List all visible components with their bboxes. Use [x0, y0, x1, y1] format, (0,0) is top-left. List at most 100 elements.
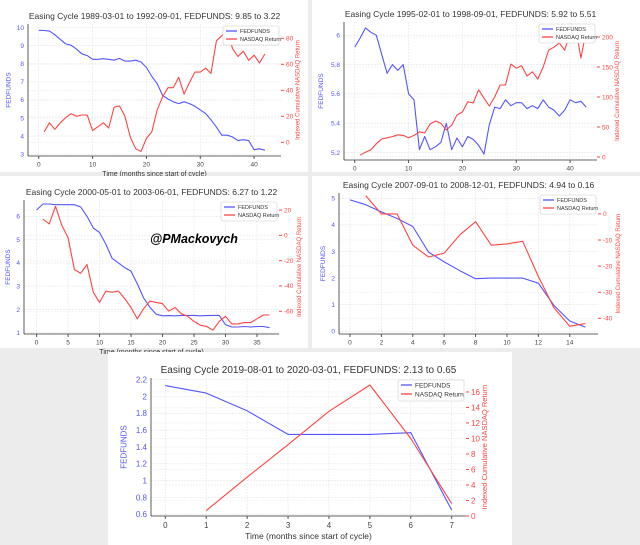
x-tick-label: 6: [409, 521, 414, 530]
y-axis-label-left: FEDFUNDS: [5, 249, 12, 285]
legend-label: FEDFUNDS: [238, 205, 268, 211]
y-tick-label-left: 5.6: [331, 91, 340, 98]
y-tick-label-left: 3: [20, 151, 24, 158]
y-tick-label-left: 1: [143, 476, 148, 485]
y-tick-label-left: 2: [331, 275, 335, 282]
x-tick-label: 10: [405, 166, 413, 173]
y-tick-label-right: 14: [471, 403, 480, 412]
fedfunds-line: [38, 29, 266, 151]
y-tick-label-right: -40: [603, 316, 613, 323]
y-tick-label-left: 7: [20, 79, 24, 86]
y-tick-label-left: 0: [331, 329, 335, 336]
y-axis-label-right: Indexed Cumulative NASDAQ Return: [297, 217, 303, 317]
y-tick-label-right: -40: [284, 283, 294, 290]
y-tick-label-left: 3: [331, 249, 335, 256]
y-tick-label-left: 2: [16, 307, 20, 314]
chart-title: Easing Cycle 2007-09-01 to 2008-12-01, F…: [343, 180, 595, 190]
y-tick-label-right: 150: [602, 64, 613, 71]
x-tick-label: 40: [250, 162, 258, 169]
y-tick-label-left: 1.2: [136, 460, 148, 469]
y-tick-label-right: 20: [286, 114, 294, 121]
y-axis-label-left: FEDFUNDS: [120, 425, 129, 469]
chart-panel-5: 0 1 2 3 4 5 6 70.60.811.21.41.61.822.2024681012…: [108, 352, 512, 545]
y-tick-label-left: 0.8: [136, 493, 148, 502]
x-tick-label: 30: [222, 340, 230, 347]
x-tick-label: 10: [96, 340, 104, 347]
watermark: @PMackovych: [150, 232, 238, 246]
y-axis-label-left: FEDFUNDS: [5, 72, 12, 108]
y-tick-label-left: 10: [17, 25, 25, 32]
legend: FEDFUNDS NASDAQ Return: [220, 201, 279, 222]
fedfunds-line: [36, 203, 270, 329]
x-axis-label: Time (months since start of cycle): [102, 171, 206, 178]
y-tick-label-left: 5.2: [331, 150, 340, 157]
x-tick-label: 5: [66, 340, 70, 347]
nasdaq-line: [365, 195, 586, 327]
legend: FEDFUNDS NASDAQ Return: [397, 379, 465, 402]
y-tick-label-right: 100: [602, 94, 613, 101]
fedfunds-line: [349, 199, 586, 328]
x-axis-label: Time (months since start of cycle): [245, 531, 372, 541]
x-tick-label: 4: [327, 521, 332, 530]
chart-panel-3: 0 5 10 15 20 25 30 35 1 2 3 4 5 6 -60 -40 -20 0 20 Easing C…: [0, 176, 308, 356]
y-tick-label-left: 1: [331, 302, 335, 309]
y-tick-label-right: 4: [471, 481, 476, 490]
y-tick-label-right: 200: [602, 34, 613, 41]
x-tick-label: 35: [253, 340, 261, 347]
y-tick-label-right: 16: [471, 388, 480, 397]
y-tick-label-left: 1.8: [136, 409, 148, 418]
y-tick-label-right: 0: [602, 154, 606, 161]
y-tick-label-right: 2: [471, 496, 476, 505]
y-tick-label-left: 2: [143, 392, 148, 401]
y-axis-label-right: Indexed Cumulative NASDAQ Return: [615, 41, 621, 141]
legend-label: FEDFUNDS: [415, 382, 451, 389]
nasdaq-line: [359, 25, 587, 156]
y-tick-label-left: 1: [16, 330, 20, 337]
y-tick-label-right: 0: [286, 140, 290, 147]
y-tick-label-left: 6: [20, 97, 24, 104]
fedfunds-line: [354, 27, 587, 155]
x-tick-label: 15: [127, 340, 135, 347]
y-tick-label-right: 20: [284, 207, 292, 214]
legend-label: FEDFUNDS: [240, 29, 270, 35]
y-tick-label-left: 5.4: [331, 121, 340, 128]
legend-label: FEDFUNDS: [557, 198, 587, 204]
x-tick-label: 2: [245, 521, 250, 530]
x-tick-label: 12: [535, 340, 543, 347]
x-tick-label: 2: [380, 340, 384, 347]
y-tick-label-left: 5: [20, 115, 24, 122]
y-tick-label-left: 5.8: [331, 62, 340, 69]
y-tick-label-right: 0: [603, 211, 607, 218]
y-tick-label-right: -20: [284, 258, 294, 265]
legend-label: FEDFUNDS: [556, 27, 586, 33]
y-tick-label-left: 0.6: [136, 510, 148, 519]
y-axis-label-right: Indexed Cumulative NASDAQ Return: [480, 385, 489, 510]
y-axis-label-left: FEDFUNDS: [320, 245, 327, 281]
y-tick-label-right: 50: [602, 124, 610, 131]
y-tick-label-right: 12: [471, 419, 480, 428]
legend-label: NASDAQ Return: [238, 213, 279, 219]
legend: FEDFUNDS NASDAQ Return: [539, 194, 598, 215]
x-tick-label: 25: [190, 340, 198, 347]
y-tick-label-left: 4: [331, 222, 335, 229]
x-tick-label: 40: [566, 166, 574, 173]
y-tick-label-right: 60: [286, 62, 294, 69]
y-tick-label-left: 2.2: [136, 375, 148, 384]
chart-title: Easing Cycle 2019-08-01 to 2020-03-01, F…: [161, 365, 457, 376]
y-tick-label-left: 6: [16, 214, 20, 221]
x-tick-label: 0: [35, 340, 39, 347]
legend-box: [397, 379, 465, 402]
legend-label: NASDAQ Return: [556, 35, 597, 41]
y-tick-label-left: 4: [16, 260, 20, 267]
chart-title: Easing Cycle 1989-03-01 to 1992-09-01, F…: [29, 11, 281, 21]
x-tick-label: 7: [449, 521, 454, 530]
y-tick-label-right: 80: [286, 36, 294, 43]
x-tick-label: 4: [411, 340, 415, 347]
nasdaq-line: [42, 205, 270, 331]
legend: FEDFUNDS NASDAQ Return: [538, 23, 597, 44]
x-tick-label: 0: [163, 521, 168, 530]
y-tick-label-left: 1.4: [136, 443, 148, 452]
y-tick-label-right: 0: [284, 233, 288, 240]
